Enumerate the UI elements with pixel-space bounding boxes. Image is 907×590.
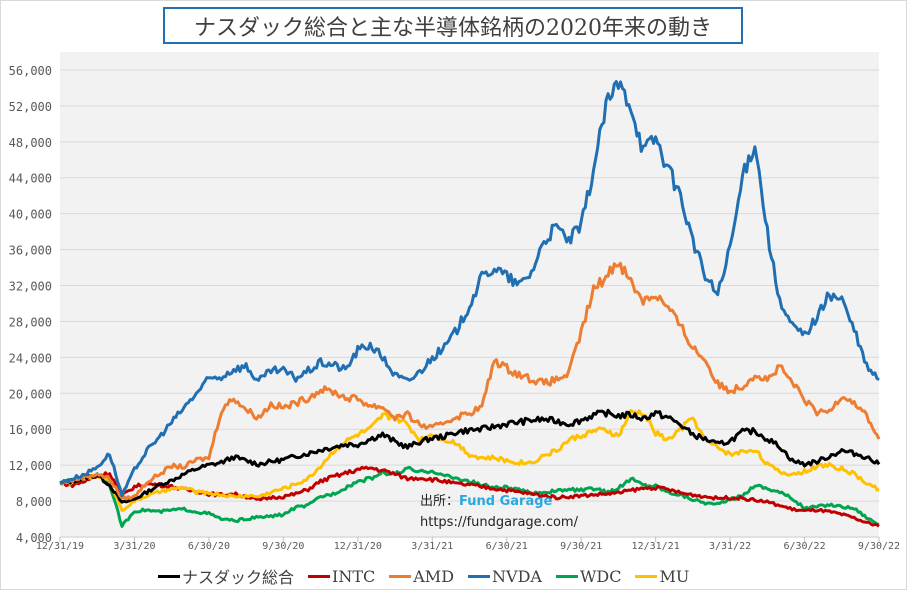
x-tick-label: 9/30/22 bbox=[858, 541, 900, 552]
legend-item: WDC bbox=[555, 566, 622, 586]
legend-label: NVDA bbox=[492, 566, 542, 586]
series-line-ナスダック総合 bbox=[59, 408, 881, 504]
y-tick-label: 44,000 bbox=[9, 172, 52, 186]
y-tick-label: 52,000 bbox=[9, 100, 52, 114]
x-tick-label: 12/31/21 bbox=[632, 541, 680, 552]
x-tick-label: 9/30/20 bbox=[262, 541, 304, 552]
legend-label: AMD bbox=[413, 566, 455, 586]
y-tick-label: 28,000 bbox=[9, 315, 52, 329]
legend-label: WDC bbox=[579, 566, 622, 586]
y-tick-label: 16,000 bbox=[9, 423, 52, 437]
legend-swatch bbox=[158, 574, 180, 578]
legend-swatch bbox=[308, 574, 331, 578]
legend-swatch bbox=[389, 574, 412, 578]
legend-label: ナスダック総合 bbox=[182, 568, 295, 587]
plot-area bbox=[60, 52, 879, 537]
legend-label: INTC bbox=[332, 566, 376, 586]
legend-swatch bbox=[635, 574, 658, 578]
chart-title: ナスダック総合と主な半導体銘柄の2020年来の動き bbox=[194, 15, 712, 41]
x-tick-label: 6/30/20 bbox=[188, 541, 230, 552]
legend-item: ナスダック総合 bbox=[158, 564, 294, 588]
y-tick-label: 48,000 bbox=[9, 136, 52, 150]
watermark-url: https://fundgarage.com/ bbox=[420, 515, 578, 530]
x-tick-label: 12/31/20 bbox=[334, 541, 382, 552]
y-tick-label: 24,000 bbox=[9, 351, 52, 365]
legend-item: INTC bbox=[308, 567, 375, 586]
x-tick-label: 3/31/21 bbox=[411, 541, 453, 552]
y-tick-label: 20,000 bbox=[9, 387, 52, 401]
legend-swatch bbox=[468, 574, 491, 578]
y-tick-label: 36,000 bbox=[9, 244, 52, 258]
y-tick-label: 56,000 bbox=[9, 64, 52, 78]
y-tick-label: 40,000 bbox=[9, 208, 52, 222]
y-tick-label: 4,000 bbox=[16, 531, 52, 545]
x-tick-label: 6/30/21 bbox=[486, 541, 528, 552]
watermark-source-label: 出所： bbox=[420, 494, 460, 509]
x-tick-label: 6/30/22 bbox=[783, 541, 825, 552]
x-tick-label: 9/30/21 bbox=[560, 541, 602, 552]
series-line-MU bbox=[59, 409, 880, 512]
legend-swatch bbox=[555, 574, 578, 578]
watermark-brand: Fund Garage bbox=[459, 494, 553, 509]
watermark-source-line: 出所：Fund Garage bbox=[420, 490, 578, 509]
x-tick-label: 3/31/20 bbox=[113, 541, 155, 552]
legend-item: AMD bbox=[389, 567, 454, 586]
x-tick-label: 3/31/22 bbox=[709, 541, 751, 552]
series-line-NVDA bbox=[59, 80, 880, 498]
y-tick-label: 32,000 bbox=[9, 280, 52, 294]
y-tick-label: 12,000 bbox=[9, 459, 52, 473]
legend-item: NVDA bbox=[468, 567, 542, 586]
series-line-AMD bbox=[59, 261, 881, 501]
legend-label: MU bbox=[659, 566, 690, 586]
chart-legend: ナスダック総合 INTC AMD NVDA WDC MU bbox=[158, 565, 689, 587]
source-watermark: 出所：Fund Garage https://fundgarage.com/ bbox=[420, 490, 578, 530]
chart-title-box: ナスダック総合と主な半導体銘柄の2020年来の動き bbox=[163, 7, 743, 44]
y-tick-label: 8,000 bbox=[16, 495, 52, 509]
x-tick-label: 12/31/19 bbox=[36, 541, 84, 552]
legend-item: MU bbox=[635, 567, 689, 586]
